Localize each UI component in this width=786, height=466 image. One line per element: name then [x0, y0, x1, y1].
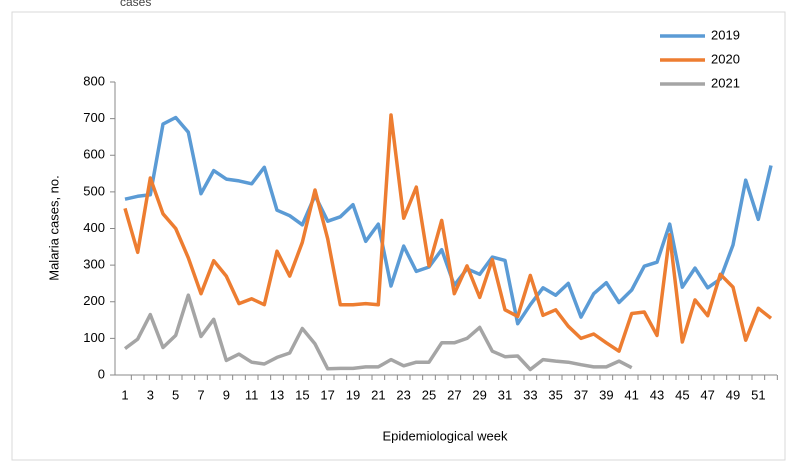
x-tick-label: 17 — [320, 387, 334, 402]
x-tick-label: 27 — [447, 387, 461, 402]
chart-title: cases — [120, 0, 151, 9]
y-tick-label: 700 — [83, 110, 105, 125]
x-tick-label: 41 — [624, 387, 638, 402]
x-tick-label: 39 — [599, 387, 613, 402]
y-axis-label: Malaria cases, no. — [46, 175, 61, 281]
y-tick-label: 100 — [83, 330, 105, 345]
series-line — [123, 113, 773, 353]
x-tick-label: 19 — [346, 387, 360, 402]
x-tick-label: 7 — [197, 387, 204, 402]
x-tick-label: 3 — [147, 387, 154, 402]
legend-label: 2019 — [711, 27, 740, 42]
x-tick-label: 49 — [726, 387, 740, 402]
x-tick-label: 1 — [121, 387, 128, 402]
series-line — [123, 293, 633, 372]
y-tick-label: 500 — [83, 183, 105, 198]
chart-border — [11, 11, 786, 461]
x-tick-label: 5 — [172, 387, 179, 402]
x-tick-label: 51 — [751, 387, 765, 402]
legend-label: 2020 — [711, 51, 740, 66]
x-axis-label: Epidemiological week — [382, 428, 508, 443]
legend-label: 2021 — [711, 75, 740, 90]
y-tick-label: 600 — [83, 147, 105, 162]
y-tick-label: 800 — [83, 73, 105, 88]
x-tick-label: 31 — [498, 387, 512, 402]
x-tick-label: 21 — [371, 387, 385, 402]
x-tick-label: 35 — [548, 387, 562, 402]
x-tick-label: 13 — [270, 387, 284, 402]
x-tick-label: 23 — [396, 387, 410, 402]
x-tick-label: 25 — [422, 387, 436, 402]
x-tick-label: 43 — [650, 387, 664, 402]
x-tick-label: 37 — [574, 387, 588, 402]
y-tick-label: 300 — [83, 257, 105, 272]
y-tick-label: 400 — [83, 220, 105, 235]
x-tick-label: 9 — [223, 387, 230, 402]
y-tick-label: 0 — [98, 366, 105, 381]
y-tick-label: 200 — [83, 293, 105, 308]
series-line — [124, 115, 773, 326]
x-tick-label: 45 — [675, 387, 689, 402]
x-tick-label: 29 — [472, 387, 486, 402]
x-tick-label: 11 — [245, 387, 259, 402]
x-tick-label: 47 — [700, 387, 714, 402]
x-tick-label: 15 — [295, 387, 309, 402]
x-tick-label: 33 — [523, 387, 537, 402]
